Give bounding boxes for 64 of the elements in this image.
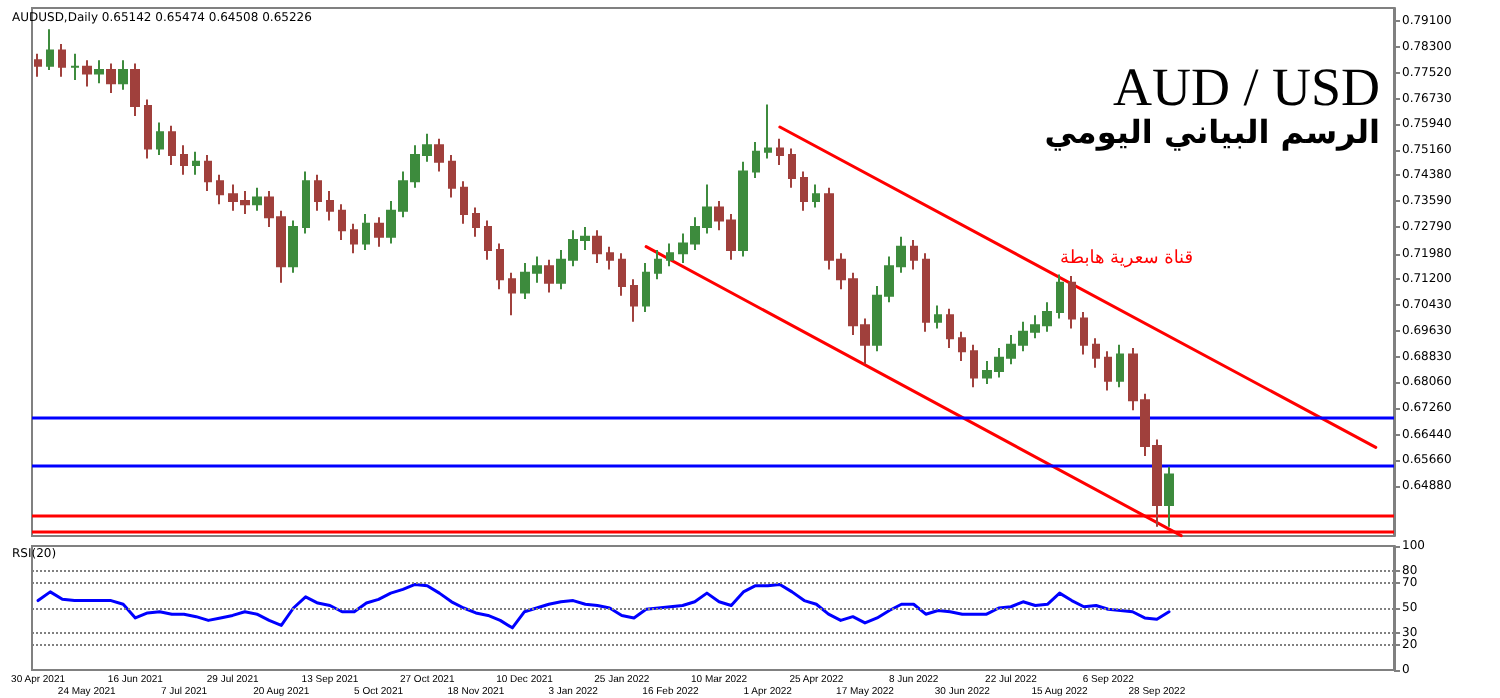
candlestick [544,258,554,294]
candlestick [156,121,164,157]
candlestick [752,141,760,180]
candlestick [508,271,516,317]
candlestick [472,206,480,238]
candlestick [922,252,930,333]
candlestick [338,203,346,242]
candlestick [118,59,128,91]
candlestick [1056,273,1064,320]
candlestick [58,42,66,78]
candlestick [1068,275,1076,330]
candlestick [1104,350,1112,392]
candlestick [934,304,942,330]
candlestick [362,212,370,251]
text: AUD / USD [1112,57,1381,117]
line-series [36,582,1171,630]
candlestick [216,173,224,206]
candlestick [144,98,152,160]
candlestick [1080,311,1088,356]
candlestick [252,186,262,212]
candlestick [738,160,748,258]
candlestick [970,343,978,389]
candlestick [496,242,504,291]
candlestick [168,124,176,166]
candlestick [1116,343,1124,389]
candlestick [592,229,602,265]
candlestick [654,248,662,281]
candlestick [94,59,104,85]
candlestick [374,216,384,248]
candlestick [34,52,42,78]
annotation: قناة سعرية هابطة [1060,249,1194,269]
text: الرسم البياني اليومي [1044,113,1381,151]
candlestick [434,137,444,173]
candlestick [764,103,772,160]
candlestick [350,222,358,255]
candlestick [1164,465,1174,528]
candlestick [642,262,650,314]
candlestick [130,62,140,117]
candlestick [288,219,298,274]
candlestick [800,170,808,212]
candlestick [606,245,614,271]
candlestick [326,190,334,222]
candlestick [82,59,92,88]
candlestick [910,239,918,271]
candlestick [788,147,796,189]
candlestick [448,154,456,199]
candlestick [618,252,626,297]
candlestick [302,170,310,235]
candlestick [666,242,674,268]
candlestick [484,219,492,261]
candlestick [946,307,954,350]
candlestick [106,62,116,94]
candlestick [630,278,638,323]
candlestick [180,144,188,176]
candlestick [812,183,820,209]
candlestick [314,173,322,212]
candlestick [776,137,784,166]
candlestick [1092,337,1100,369]
candlestick [192,150,200,176]
candlestick [958,330,966,363]
candlestick [70,52,80,81]
candlestick [204,154,212,193]
candlestick [460,180,468,225]
candlestick [46,28,54,72]
